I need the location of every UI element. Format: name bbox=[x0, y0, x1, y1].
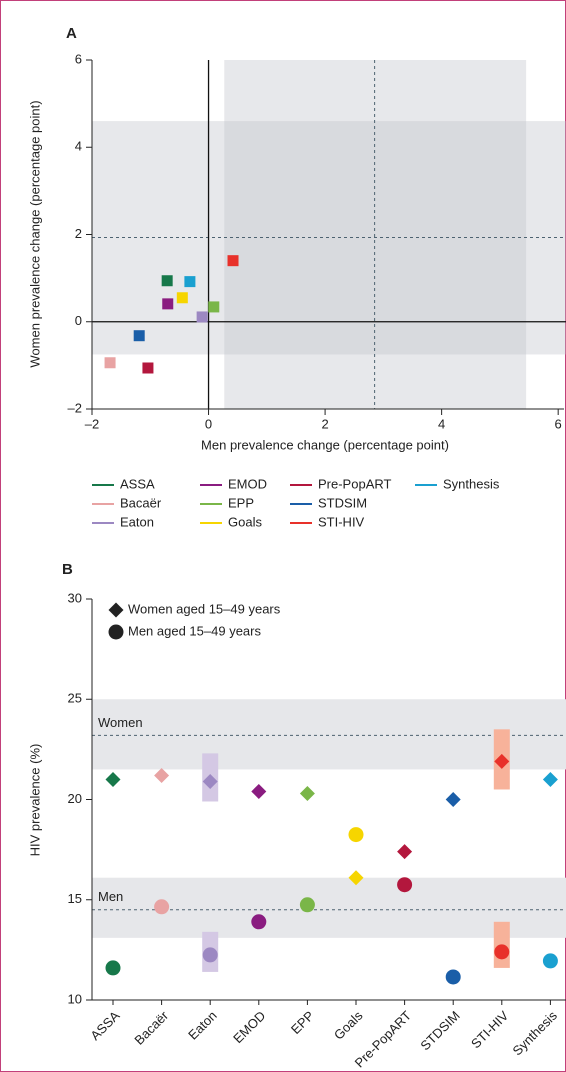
point bbox=[104, 357, 116, 369]
legend-label: STI-HIV bbox=[318, 514, 365, 529]
x-tick-label: Bacaër bbox=[131, 1007, 171, 1047]
point bbox=[105, 771, 121, 787]
legend-label: Men aged 15–49 years bbox=[128, 623, 261, 638]
point bbox=[348, 870, 364, 886]
point bbox=[196, 311, 208, 323]
legend-label: Eaton bbox=[120, 514, 154, 529]
point bbox=[162, 298, 174, 310]
point bbox=[445, 792, 461, 807]
legend-marker bbox=[108, 602, 124, 618]
legend-marker bbox=[108, 624, 124, 640]
point bbox=[105, 960, 121, 976]
point bbox=[176, 292, 188, 304]
band-label: Men bbox=[98, 889, 123, 904]
y-tick-label: 10 bbox=[68, 991, 82, 1006]
legend-label: Goals bbox=[228, 514, 262, 529]
legend-label: EPP bbox=[228, 495, 254, 510]
x-tick-label: Eaton bbox=[185, 1008, 220, 1043]
point bbox=[397, 844, 413, 860]
x-tick-label: –2 bbox=[85, 416, 99, 431]
y-tick-label: 15 bbox=[68, 891, 82, 906]
point bbox=[202, 773, 218, 789]
point bbox=[299, 897, 315, 913]
point bbox=[494, 944, 510, 960]
shaded-band bbox=[224, 60, 527, 409]
point bbox=[184, 276, 196, 288]
x-tick-label: 2 bbox=[321, 416, 328, 431]
point bbox=[154, 767, 170, 783]
y-tick-label: 0 bbox=[75, 313, 82, 328]
legend-label: EMOD bbox=[228, 476, 267, 491]
point bbox=[397, 877, 413, 893]
legend-label: Women aged 15–49 years bbox=[128, 601, 281, 616]
legend-label: STDSIM bbox=[318, 495, 367, 510]
point bbox=[494, 753, 510, 769]
x-tick-label: EMOD bbox=[230, 1008, 268, 1046]
x-tick-label: Goals bbox=[331, 1008, 366, 1043]
point bbox=[445, 969, 461, 985]
y-tick-label: 4 bbox=[75, 139, 82, 154]
y-tick-label: 25 bbox=[68, 691, 82, 706]
legend-label: Bacaër bbox=[120, 495, 162, 510]
x-tick-label: 6 bbox=[555, 416, 562, 431]
point bbox=[142, 362, 154, 374]
legend-label: Pre-PopART bbox=[318, 476, 392, 491]
x-tick-label: STI-HIV bbox=[468, 1008, 512, 1052]
x-tick-label: ASSA bbox=[87, 1008, 122, 1043]
y-tick-label: 2 bbox=[75, 226, 82, 241]
y-tick-label: 20 bbox=[68, 791, 82, 806]
panel-label: B bbox=[62, 561, 73, 578]
point bbox=[161, 275, 173, 287]
point bbox=[202, 947, 218, 963]
point bbox=[251, 783, 267, 799]
x-axis-label: Men prevalence change (percentage point) bbox=[201, 437, 449, 452]
point bbox=[133, 330, 145, 342]
x-tick-label: EPP bbox=[288, 1008, 317, 1037]
legend-label: ASSA bbox=[120, 476, 155, 491]
y-tick-label: 30 bbox=[68, 590, 82, 605]
x-tick-label: 4 bbox=[438, 416, 445, 431]
y-axis-label: Women prevalence change (percentage poin… bbox=[27, 100, 42, 367]
band-label: Women bbox=[98, 715, 143, 730]
legend-label: Synthesis bbox=[443, 476, 500, 491]
reference-band bbox=[92, 699, 566, 770]
x-tick-label: Synthesis bbox=[509, 1008, 560, 1059]
panel-label: A bbox=[66, 25, 77, 42]
reference-band bbox=[92, 877, 566, 938]
x-tick-label: 0 bbox=[205, 416, 212, 431]
point bbox=[542, 953, 558, 969]
y-tick-label: –2 bbox=[68, 400, 82, 415]
point bbox=[227, 255, 239, 267]
point bbox=[542, 771, 558, 787]
point bbox=[348, 827, 364, 843]
point bbox=[299, 785, 315, 801]
y-tick-label: 6 bbox=[75, 51, 82, 66]
point bbox=[154, 899, 170, 915]
point bbox=[208, 301, 220, 313]
point bbox=[251, 914, 267, 930]
y-axis-label: HIV prevalence (%) bbox=[27, 744, 42, 857]
x-tick-label: STDSIM bbox=[417, 1008, 462, 1053]
